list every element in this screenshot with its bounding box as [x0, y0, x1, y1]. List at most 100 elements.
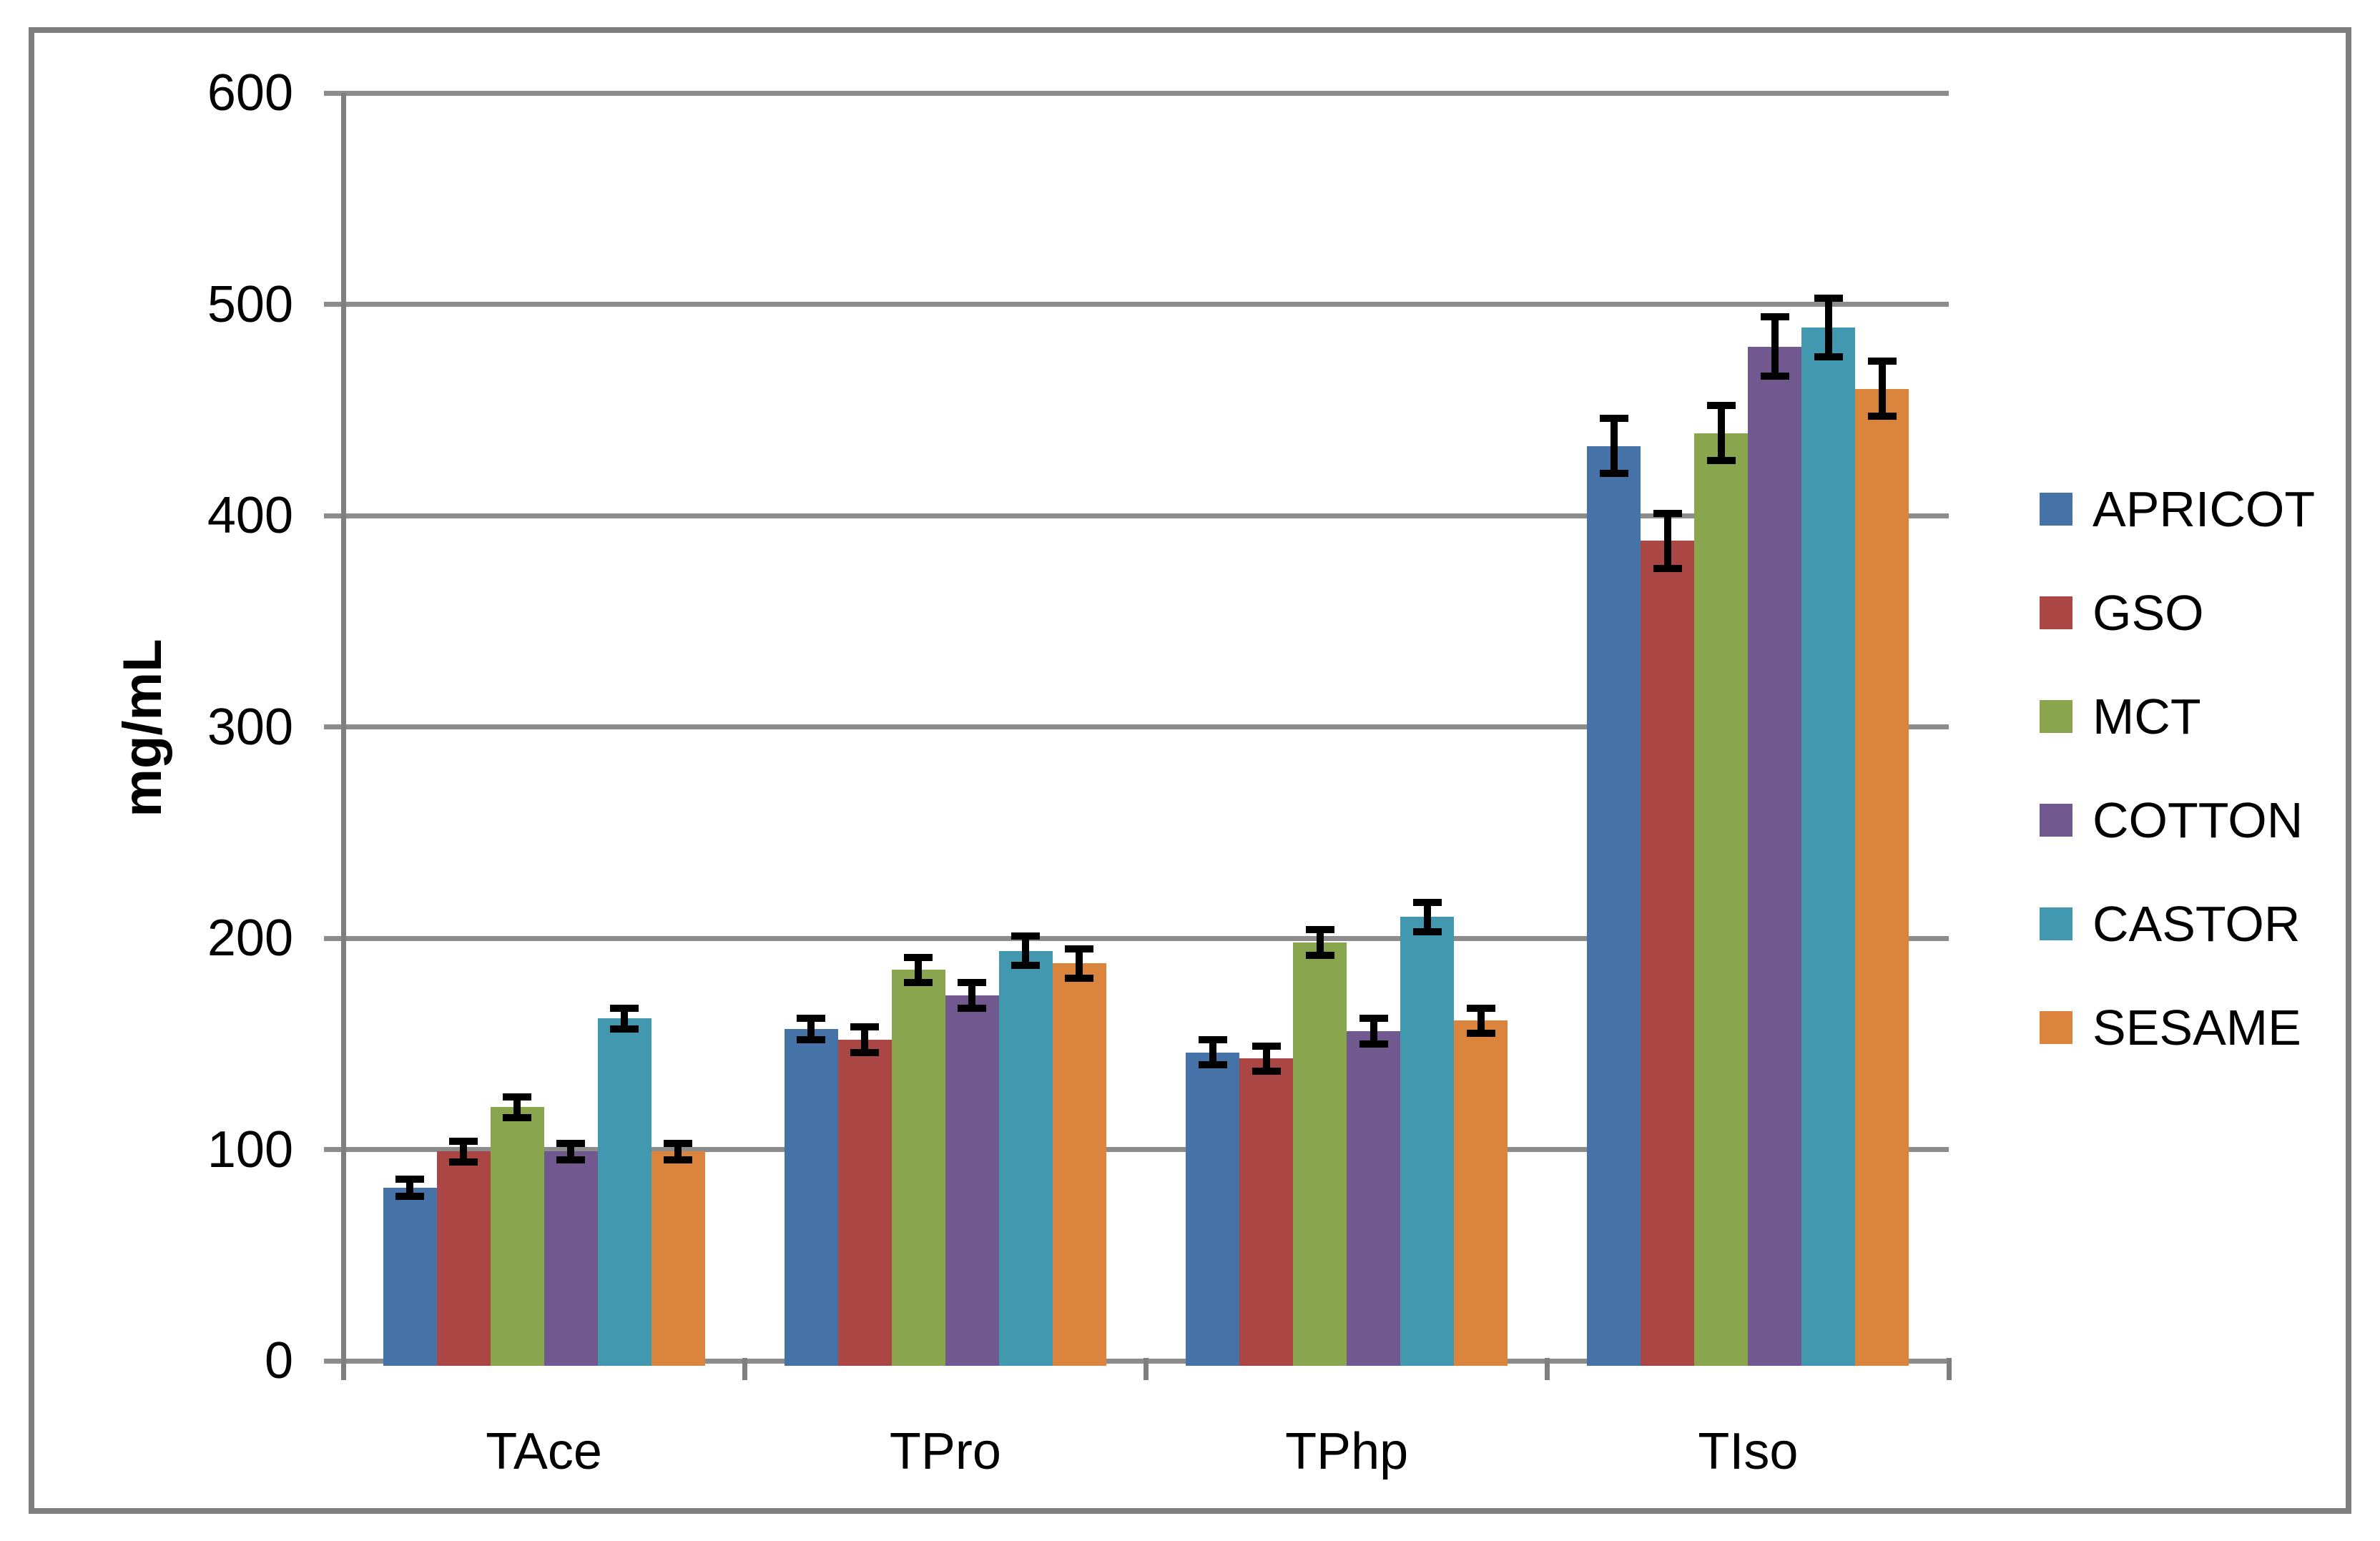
- legend-swatch: [2040, 493, 2072, 526]
- error-bar-cap-top: [610, 1004, 639, 1012]
- bar-cotton-tace: [544, 1151, 598, 1366]
- error-bar: [664, 1139, 693, 1164]
- error-bar-cap-top: [449, 1137, 478, 1145]
- bar-apricot-tace: [383, 1187, 437, 1366]
- y-tick-label: 300: [207, 698, 293, 756]
- error-bar-cap-top: [1252, 1042, 1281, 1050]
- error-bar: [556, 1139, 586, 1164]
- error-bar-cap-top: [503, 1093, 532, 1101]
- error-bar: [850, 1023, 880, 1056]
- error-bar: [958, 979, 987, 1012]
- error-bar-cap-bottom: [395, 1192, 425, 1200]
- error-bar-stem: [567, 1143, 575, 1161]
- error-bar-cap-top: [1760, 313, 1789, 321]
- error-bar-cap-top: [1814, 294, 1843, 302]
- error-bar-cap-bottom: [1814, 353, 1843, 361]
- error-bar-cap-bottom: [1198, 1061, 1227, 1069]
- y-gridline: [324, 513, 1949, 518]
- legend-label: GSO: [2093, 585, 2204, 641]
- error-bar-stem: [1209, 1039, 1216, 1065]
- error-bar-cap-bottom: [503, 1114, 532, 1122]
- error-bar-cap-bottom: [1065, 975, 1094, 983]
- error-bar-stem: [674, 1143, 682, 1161]
- error-bar-stem: [1022, 936, 1030, 966]
- error-bar-cap-top: [664, 1139, 693, 1147]
- y-gridline: [324, 302, 1949, 307]
- error-bar-cap-top: [1466, 1004, 1495, 1012]
- bar-cotton-tpro: [945, 995, 999, 1366]
- error-bar-stem: [968, 983, 976, 1008]
- y-gridline: [324, 724, 1949, 729]
- bar-mct-tpro: [891, 970, 945, 1366]
- legend-item-mct: MCT: [2040, 689, 2315, 744]
- legend-swatch: [2040, 907, 2072, 940]
- category-label-tace: TAce: [486, 1423, 602, 1480]
- y-tick-label: 100: [207, 1121, 293, 1178]
- bar-castor-tiso: [1801, 328, 1856, 1366]
- error-bar-stem: [915, 957, 923, 983]
- error-bar-cap-top: [1198, 1035, 1227, 1043]
- bar-sesame-tace: [651, 1151, 705, 1366]
- error-bar-cap-bottom: [556, 1156, 586, 1164]
- error-bar-cap-top: [556, 1139, 586, 1147]
- error-bar-cap-bottom: [1653, 564, 1682, 572]
- error-bar: [449, 1137, 478, 1166]
- error-bar-stem: [1370, 1018, 1377, 1044]
- error-bar-cap-bottom: [1252, 1068, 1281, 1075]
- error-bar-stem: [1076, 948, 1083, 979]
- bar-sesame-tphp: [1454, 1020, 1508, 1366]
- bar-gso-tiso: [1641, 541, 1695, 1366]
- y-gridline: [324, 1358, 1949, 1364]
- error-bar-cap-top: [850, 1023, 880, 1031]
- error-bar-stem: [1477, 1008, 1485, 1033]
- error-bar: [1653, 510, 1682, 572]
- error-bar-stem: [807, 1018, 815, 1040]
- error-bar-stem: [513, 1096, 521, 1118]
- bar-mct-tphp: [1293, 942, 1347, 1366]
- legend-swatch: [2040, 700, 2072, 733]
- error-bar-cap-bottom: [664, 1156, 693, 1164]
- chart-border: [29, 27, 2351, 1514]
- legend-item-gso: GSO: [2040, 585, 2315, 641]
- error-bar-stem: [1610, 418, 1618, 473]
- legend-label: CASTOR: [2093, 896, 2301, 952]
- category-label-tphp: TPhp: [1285, 1423, 1409, 1480]
- error-bar-cap-bottom: [850, 1048, 880, 1056]
- error-bar: [1760, 313, 1789, 380]
- x-axis-tick: [1545, 1358, 1550, 1380]
- error-bar-cap-bottom: [1599, 469, 1628, 477]
- error-bar: [1359, 1015, 1388, 1048]
- error-bar: [1706, 402, 1736, 465]
- x-axis-tick: [340, 1358, 346, 1380]
- legend-item-apricot: APRICOT: [2040, 481, 2315, 537]
- error-bar-cap-bottom: [1466, 1029, 1495, 1037]
- error-bar: [797, 1015, 826, 1043]
- bar-gso-tace: [436, 1151, 491, 1366]
- legend-swatch: [2040, 596, 2072, 629]
- error-bar: [610, 1004, 639, 1033]
- error-bar: [904, 953, 933, 987]
- y-gridline: [324, 90, 1949, 96]
- error-bar-stem: [621, 1008, 629, 1030]
- y-tick-label: 200: [207, 910, 293, 967]
- error-bar-cap-bottom: [1011, 962, 1041, 970]
- error-bar-stem: [1824, 297, 1832, 358]
- bar-mct-tace: [490, 1107, 544, 1366]
- error-bar: [1305, 926, 1334, 959]
- error-bar-cap-top: [395, 1175, 425, 1183]
- y-axis-line: [341, 93, 346, 1380]
- legend-label: SESAME: [2093, 1000, 2301, 1055]
- bar-apricot-tiso: [1587, 445, 1641, 1366]
- y-tick-label: 400: [207, 487, 293, 544]
- error-bar: [1198, 1035, 1227, 1069]
- legend-label: COTTON: [2093, 792, 2303, 848]
- error-bar-cap-top: [1011, 932, 1041, 940]
- y-gridline: [324, 935, 1949, 941]
- error-bar-cap-top: [904, 953, 933, 961]
- error-bar-cap-top: [958, 979, 987, 987]
- error-bar-stem: [1262, 1045, 1270, 1072]
- x-axis-tick: [1144, 1358, 1149, 1380]
- y-tick-label: 600: [207, 64, 293, 122]
- error-bar-cap-top: [797, 1015, 826, 1023]
